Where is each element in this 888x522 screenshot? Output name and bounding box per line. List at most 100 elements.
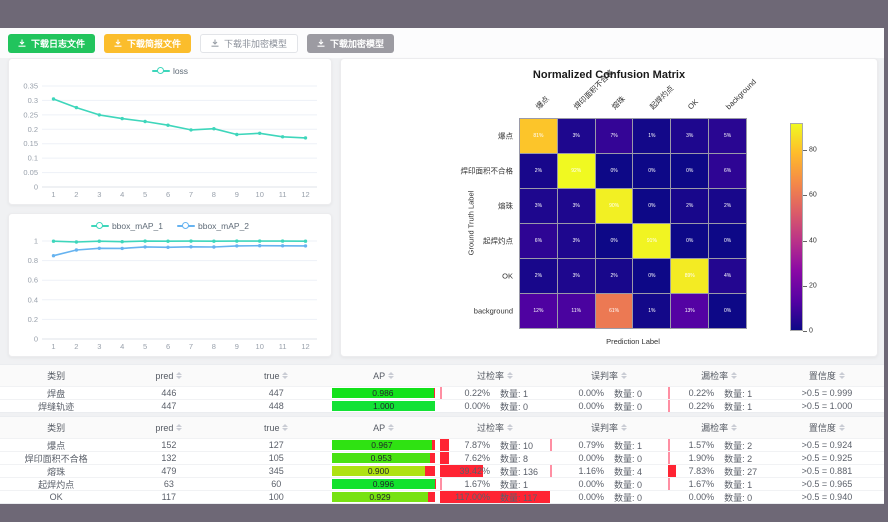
ap-value: 0.900 [367,466,390,476]
header-cell-miss[interactable]: 漏检率 [668,365,770,386]
confusion-matrix-title: Normalized Confusion Matrix [532,69,686,81]
svg-text:5: 5 [143,190,147,199]
header-label: pred [155,422,174,433]
over-rate-bar [440,439,449,451]
header-cell-conf[interactable]: 置信度 [770,365,884,386]
miss-rate-bar [668,452,671,464]
ap-remainder-bar [433,388,436,398]
download-log-button[interactable]: 下载日志文件 [8,33,96,53]
matrix-cell: 11% [557,294,595,328]
svg-text:0.3: 0.3 [28,96,38,105]
header-cell-miss[interactable]: 漏检率 [668,417,770,438]
matrix-cell: 6% [520,224,557,258]
header-cell-pred[interactable]: pred [112,365,225,386]
header-cell-true[interactable]: true [225,365,327,386]
legend-item-bbox_mAP_2[interactable]: bbox_mAP_2 [177,221,249,231]
ap-cell: 0.986 [327,387,440,399]
matrix-cell: 0% [633,154,671,188]
over-rate-count-value: 数量: 0 [500,401,529,412]
sort-icon [388,372,395,379]
misjudge-rate-count-value: 数量: 1 [614,440,643,451]
matrix-cell: 3% [520,189,557,223]
svg-text:12: 12 [301,190,309,199]
matrix-cell: 5% [709,119,746,153]
matrix-cell: 92% [557,154,595,188]
over-rate-cell: 1.67% 数量: 1 [440,478,550,490]
true-cell: 60 [271,479,282,489]
legend-marker-icon [177,222,195,230]
header-label: 过检率 [477,371,505,381]
sort-icon [282,424,289,431]
miss-rate-rate-value: 7.83% [688,466,715,476]
misjudge-rate-rate-value: 0.00% [578,388,605,398]
ap-bar-track: 0.953 [332,453,436,463]
true-cell: 448 [268,401,284,411]
table-row: 熔珠 479 345 0.900 39.42% 数量: 136 1.16% 数量: 4 7.… [0,465,884,478]
misjudge-rate-bar [549,465,552,477]
header-cell-conf[interactable]: 置信度 [770,417,884,438]
svg-text:0.4: 0.4 [28,295,38,304]
ap-bar-track: 0.986 [332,388,436,398]
header-cell-over[interactable]: 过检率 [440,417,550,438]
confidence-cell: >0.5 = 0.881 [801,466,853,476]
header-cell-ap[interactable]: AP [327,365,440,386]
confusion-matrix-grid: 81% 3% 7% 1% 3% 5% 2% 92% 0% 0% 0% 6% 3% 3% 90% 0% 2% 2% 6… [519,118,747,329]
miss-rate-cell: 0.22% 数量: 1 [668,387,770,399]
matrix-cell: 7% [595,119,633,153]
miss-rate-count-value: 数量: 1 [724,388,753,399]
true-cell: 345 [268,466,284,476]
miss-rate-cell: 1.90% 数量: 2 [668,452,770,464]
miss-rate-bar [668,400,671,412]
confusion-matrix-xlabel: Prediction Label [606,337,660,346]
matrix-cell: 0% [595,154,633,188]
matrix-col-label: 熔珠 [609,94,627,112]
header-cell-ap[interactable]: AP [327,417,440,438]
header-cell-mis[interactable]: 误判率 [550,417,668,438]
sort-icon [731,372,738,379]
sort-icon [838,372,845,379]
header-cell-over[interactable]: 过检率 [440,365,550,386]
miss-rate-cell: 1.57% 数量: 2 [668,439,770,451]
svg-text:9: 9 [235,190,239,199]
pred-cell: 63 [163,479,174,489]
header-cell-true[interactable]: true [225,417,327,438]
header-cell-pred[interactable]: pred [112,417,225,438]
colorbar-tick [803,150,807,152]
misjudge-rate-rate-value: 0.00% [578,401,605,411]
matrix-cell: 81% [520,119,557,153]
matrix-cell: 3% [557,259,595,293]
colorbar-tick [803,331,807,332]
table-row: 焊缝轨迹 447 448 1.000 0.00% 数量: 0 0.00% 数量: 0 0.2… [0,400,884,412]
miss-rate-count-value: 数量: 1 [724,479,753,490]
matrix-cell: 3% [557,189,595,223]
download-report-button[interactable]: 下载简报文件 [104,33,192,53]
miss-rate-count-value: 数量: 1 [724,401,753,412]
ap-bar-track: 0.900 [332,466,436,476]
download-encrypted-model-button[interactable]: 下载加密模型 [307,33,395,53]
miss-rate-cell: 0.00% 数量: 0 [668,491,770,503]
misjudge-rate-rate-value: 1.16% [578,466,605,476]
matrix-cell: 12% [520,294,557,328]
miss-rate-count-value: 数量: 2 [724,440,753,451]
content-panel: 下载日志文件 下载简报文件 下载非加密模型 下载加密模型 loss 0 0.05 0… [0,28,884,504]
svg-text:0.8: 0.8 [28,256,38,265]
header-label: AP [373,370,386,381]
over-rate-bar [440,491,550,503]
colorbar [790,123,803,331]
matrix-row-label: 焊印面积不合格 [460,166,514,176]
miss-rate-rate-value: 1.67% [688,479,715,489]
over-rate-cell: 0.00% 数量: 0 [440,400,550,412]
download-unencrypted-model-button[interactable]: 下载非加密模型 [200,33,299,53]
header-cell-mis[interactable]: 误判率 [550,365,668,386]
svg-text:3: 3 [97,190,101,199]
ap-bar-track: 0.967 [332,440,436,450]
svg-text:3: 3 [97,342,101,351]
legend-item-loss[interactable]: loss [151,66,188,76]
miss-rate-cell: 0.22% 数量: 1 [668,400,770,412]
legend-item-bbox_mAP_1[interactable]: bbox_mAP_1 [90,221,163,231]
matrix-cell: 0% [709,224,746,258]
download-toolbar: 下载日志文件 下载简报文件 下载非加密模型 下载加密模型 [0,28,884,58]
over-rate-cell: 117.00% 数量: 117 [440,491,550,503]
misjudge-rate-bar [549,439,552,451]
header-cell-class: 类别 [0,417,112,438]
